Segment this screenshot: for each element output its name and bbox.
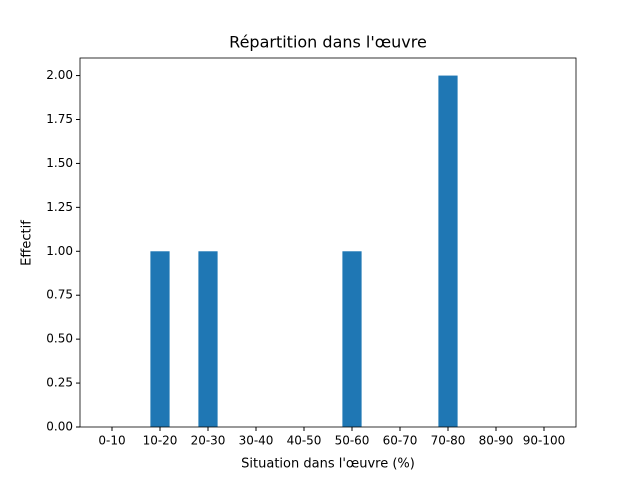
y-axis-label: Effectif xyxy=(20,220,35,266)
x-tick-label: 20-30 xyxy=(191,434,226,448)
bar xyxy=(150,251,170,427)
y-tick-label: 1.50 xyxy=(46,156,73,170)
x-tick-label: 70-80 xyxy=(431,434,466,448)
x-tick-label: 10-20 xyxy=(143,434,178,448)
y-tick-label: 0.50 xyxy=(46,332,73,346)
bar xyxy=(198,251,218,427)
y-tick-label: 1.00 xyxy=(46,244,73,258)
x-tick-label: 40-50 xyxy=(287,434,322,448)
y-tick-label: 0.25 xyxy=(46,376,73,390)
x-tick-label: 50-60 xyxy=(335,434,370,448)
plot-frame xyxy=(79,57,577,428)
x-tick-label: 30-40 xyxy=(239,434,274,448)
y-tick-label: 1.25 xyxy=(46,200,73,214)
x-tick-label: 60-70 xyxy=(383,434,418,448)
y-tick-label: 2.00 xyxy=(46,68,73,82)
x-tick-label: 90-100 xyxy=(523,434,566,448)
x-axis-label: Situation dans l'œuvre (%) xyxy=(241,457,415,472)
bar xyxy=(438,75,458,428)
y-tick-label: 0.00 xyxy=(46,420,73,434)
bar xyxy=(342,251,362,427)
x-tick-label: 0-10 xyxy=(98,434,125,448)
chart-title: Répartition dans l'œuvre xyxy=(229,33,427,52)
x-tick-label: 80-90 xyxy=(479,434,514,448)
y-tick-label: 1.75 xyxy=(46,112,73,126)
y-tick-label: 0.75 xyxy=(46,288,73,302)
